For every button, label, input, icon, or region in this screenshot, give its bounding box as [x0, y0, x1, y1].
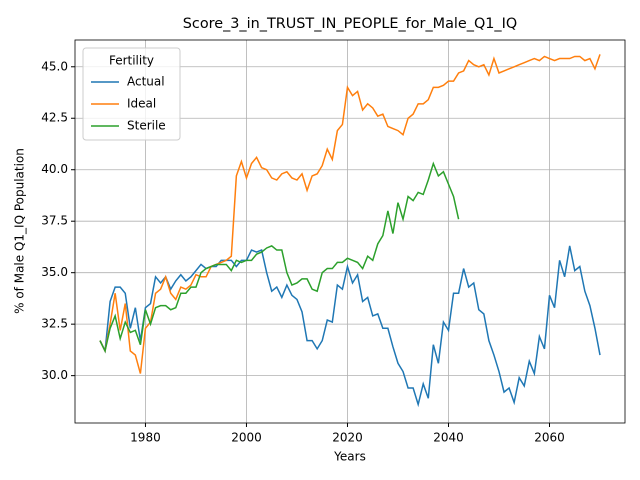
chart-title: Score_3_in_TRUST_IN_PEOPLE_for_Male_Q1_I… [183, 16, 517, 32]
y-tick-label: 32.5 [41, 317, 68, 331]
y-tick-label: 35.0 [41, 265, 68, 279]
x-tick-label: 1980 [130, 431, 161, 445]
legend-box [82, 47, 181, 141]
legend-label: Ideal [127, 97, 156, 111]
x-tick-label: 2020 [332, 431, 363, 445]
series-line [99, 161, 460, 354]
legend-label: Actual [127, 75, 165, 89]
y-tick-label: 45.0 [41, 59, 68, 73]
y-tick-label: 42.5 [41, 111, 68, 125]
y-tick-label: 37.5 [41, 214, 68, 228]
y-axis-label: % of Male Q1_IQ Population [13, 148, 27, 314]
y-tick-label: 30.0 [41, 368, 68, 382]
series-line [99, 54, 601, 374]
x-tick-label: 2060 [534, 431, 565, 445]
x-tick-label: 2000 [231, 431, 262, 445]
series-line [99, 245, 601, 408]
x-tick-label: 2040 [433, 431, 464, 445]
y-tick-label: 40.0 [41, 162, 68, 176]
legend-title: Fertility [109, 54, 154, 68]
plot-frame [74, 39, 626, 424]
legend-label: Sterile [127, 119, 166, 133]
x-axis-label: Years [333, 450, 366, 464]
legend: Fertility Actual Ideal Sterile [82, 47, 181, 141]
